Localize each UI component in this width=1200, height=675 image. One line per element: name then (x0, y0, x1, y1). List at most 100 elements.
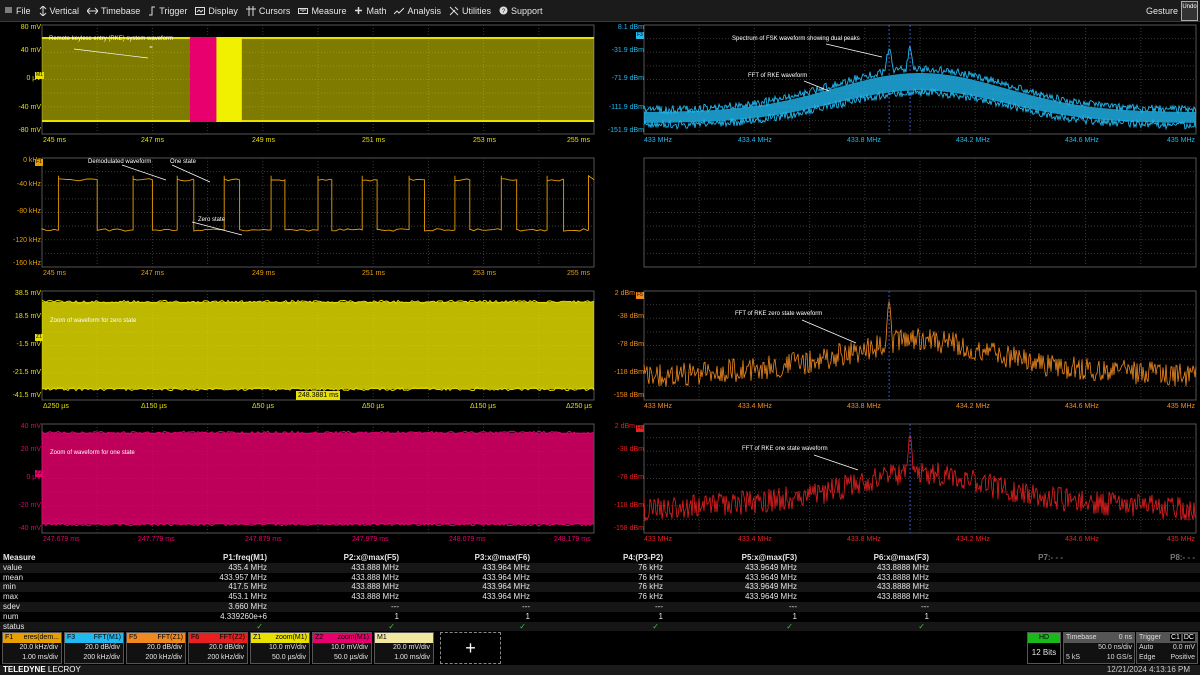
timebase-header: Timebase 0 ns (1064, 633, 1134, 643)
measure-cell: 433.964 MHz (482, 572, 530, 582)
descriptor-header: Z2 zoom(M1) (313, 633, 371, 643)
descriptor-f3[interactable]: F3 FFT(M1) 20.0 dB/div 200 kHz/div (64, 632, 124, 664)
measure-col-header[interactable]: P1:freq(M1) (222, 553, 267, 562)
x-label: 434.2 MHz (956, 403, 990, 410)
annotation: One state (170, 159, 197, 165)
descriptor-header: F1 eres(dem... (3, 633, 61, 643)
spectrum-f5 (643, 291, 1197, 400)
trigger-slope: Positive (1170, 654, 1195, 661)
grid-f6[interactable]: 2 dBm -38 dBm -78 dBm -118 dBm -158 dBm … (602, 422, 1200, 547)
grid-empty[interactable] (602, 156, 1200, 281)
hd-badge[interactable]: HD 12 Bits (1027, 632, 1061, 664)
measure-cell: 4.339260e+6 (220, 611, 267, 621)
annotation-leader (121, 164, 167, 181)
measure-col-header[interactable]: P4:(P3-P2) (622, 553, 663, 562)
add-trace-button[interactable]: + (440, 632, 501, 664)
menu-file[interactable]: File (0, 0, 35, 22)
timebase-per-div: 50.0 ns/div (1098, 644, 1132, 651)
measure-col-header[interactable]: P5:x@max(F3) (741, 553, 797, 562)
menu-cursors-label: Cursors (258, 5, 291, 16)
measure-cell: ✓ (786, 621, 793, 631)
grid-lines (643, 423, 1197, 534)
measure-cell: 433.888 MHz (351, 562, 399, 572)
x-label: 253 ms (473, 270, 496, 277)
grid-f3[interactable]: 8.1 dBm -31.9 dBm -71.9 dBm -111.9 dBm -… (602, 23, 1200, 148)
descriptor-bar: F1 eres(dem... 20.0 kHz/div 1.00 ms/div F3 FF… (0, 632, 1200, 665)
analysis-icon (394, 7, 405, 14)
descriptor-vscale: 10.0 mV/div (269, 644, 306, 651)
descriptor-vscale: 20.0 dB/div (146, 644, 182, 651)
gesture-mode[interactable]: Gesture (1145, 6, 1178, 16)
descriptor-vscale: 10.0 mV/div (331, 644, 368, 651)
x-label: 433 MHz (644, 403, 673, 410)
descriptor-hscale: 50.0 µs/div (334, 654, 368, 661)
descriptor-m1[interactable]: M1 20.0 mV/div 1.00 ms/div (374, 632, 434, 664)
measurement-table[interactable]: Measure P1:freq(M1) P2:x@max(F5) P3:x@ma… (0, 553, 1200, 632)
menu-support[interactable]: ? Support (495, 0, 547, 22)
annotation-leader (825, 43, 883, 58)
measure-cell: 433.964 MHz (482, 562, 530, 572)
menu-trigger[interactable]: Trigger (144, 0, 191, 22)
measure-col-header[interactable]: P7:- - - (1038, 553, 1063, 562)
descriptor-f1[interactable]: F1 eres(dem... 20.0 kHz/div 1.00 ms/div (2, 632, 62, 664)
trigger-source-badge: C1 (1169, 634, 1181, 641)
menu-measure-label: Measure (311, 5, 347, 16)
x-label: 251 ms (362, 137, 385, 144)
y-label: 20 mV (20, 446, 41, 453)
menu-cursors[interactable]: Cursors (242, 0, 295, 22)
file-icon (5, 7, 12, 13)
display-icon (195, 6, 206, 15)
measure-cell: ✓ (519, 621, 526, 631)
y-label: -80 kHz (16, 208, 41, 215)
menu-display[interactable]: Display (191, 0, 242, 22)
descriptor-f5[interactable]: F5 FFT(Z1) 20.0 dB/div 200 kHz/div (126, 632, 186, 664)
waveform-band (42, 36, 594, 123)
x-label: 247.979 ms (352, 536, 389, 543)
y-label: -40 kHz (16, 181, 41, 188)
menu-math[interactable]: Math (350, 0, 390, 22)
measure-col-header[interactable]: P3:x@max(F6) (474, 553, 530, 562)
menu-vertical[interactable]: Vertical (35, 0, 84, 22)
math-icon (355, 7, 363, 14)
measure-cell: 433.964 MHz (482, 592, 530, 602)
measure-cell: --- (522, 602, 530, 611)
trigger-descriptor[interactable]: Trigger C1 DC Auto 0.0 mV Edge Positive (1136, 632, 1198, 664)
grid-f1[interactable]: 0 kHz -40 kHz -80 kHz -120 kHz -160 kHz … (0, 156, 598, 281)
horizontal-arrows-icon (87, 7, 99, 14)
measure-cell: 433.9649 MHz (744, 582, 797, 592)
spectrum-band (644, 73, 1196, 123)
grid-z2[interactable]: 40 mV 20 mV 0 µV -20 mV -40 mV Z2 247.67… (0, 422, 598, 547)
grid-f5[interactable]: 2 dBm -38 dBm -78 dBm -118 dBm -158 dBm … (602, 289, 1200, 414)
menu-utilities[interactable]: Utilities (445, 0, 495, 22)
trace-tag-f5: F5 (636, 292, 644, 299)
descriptor-f6[interactable]: F6 FFT(Z2) 20.0 dB/div 200 kHz/div (188, 632, 248, 664)
descriptor-z1[interactable]: Z1 zoom(M1) 10.0 mV/div 50.0 µs/div (250, 632, 310, 664)
zoom-band (42, 301, 594, 390)
menu-timebase[interactable]: Timebase (83, 0, 144, 22)
undo-button[interactable]: Undo (1181, 1, 1198, 21)
measure-col-header[interactable]: P6:x@max(F3) (873, 553, 929, 562)
measure-cell: 433.9649 MHz (744, 562, 797, 572)
menu-analysis[interactable]: Analysis (390, 0, 445, 22)
measure-cell: 3.660 MHz (228, 602, 267, 611)
measure-cell: ✓ (256, 621, 263, 631)
menu-measure[interactable]: Measure (294, 0, 350, 22)
measure-cell: 433.964 MHz (482, 582, 530, 592)
x-label: 433.8 MHz (847, 403, 881, 410)
grid-m1[interactable]: 80 mV 40 mV 0 µV -40 mV -80 mV M1 245 ms… (0, 23, 598, 148)
zoom-waveform-z1 (41, 299, 595, 392)
trigger-coupling-badge: DC (1182, 634, 1195, 641)
y-label: 80 mV (20, 24, 41, 31)
grid-z1[interactable]: 38.5 mV 18.5 mV -1.5 mV -21.5 mV -41.5 m… (0, 289, 598, 414)
timebase-label: Timebase (1066, 634, 1097, 641)
measure-col-header[interactable]: P2:x@max(F5) (343, 553, 399, 562)
timebase-samples-row: 5 kS 10 GS/s (1064, 653, 1134, 663)
menu-utilities-label: Utilities (461, 5, 491, 16)
descriptor-vscale: 20.0 dB/div (84, 644, 120, 651)
descriptor-z2[interactable]: Z2 zoom(M1) 10.0 mV/div 50.0 µs/div (312, 632, 372, 664)
timebase-descriptor[interactable]: Timebase 0 ns 50.0 ns/div 5 kS 10 GS/s (1063, 632, 1135, 664)
x-label: 434.2 MHz (956, 137, 990, 144)
x-label: 434.6 MHz (1065, 137, 1099, 144)
measure-cell: 433.888 MHz (351, 572, 399, 582)
measure-col-header[interactable]: P8:- - - (1170, 553, 1195, 562)
